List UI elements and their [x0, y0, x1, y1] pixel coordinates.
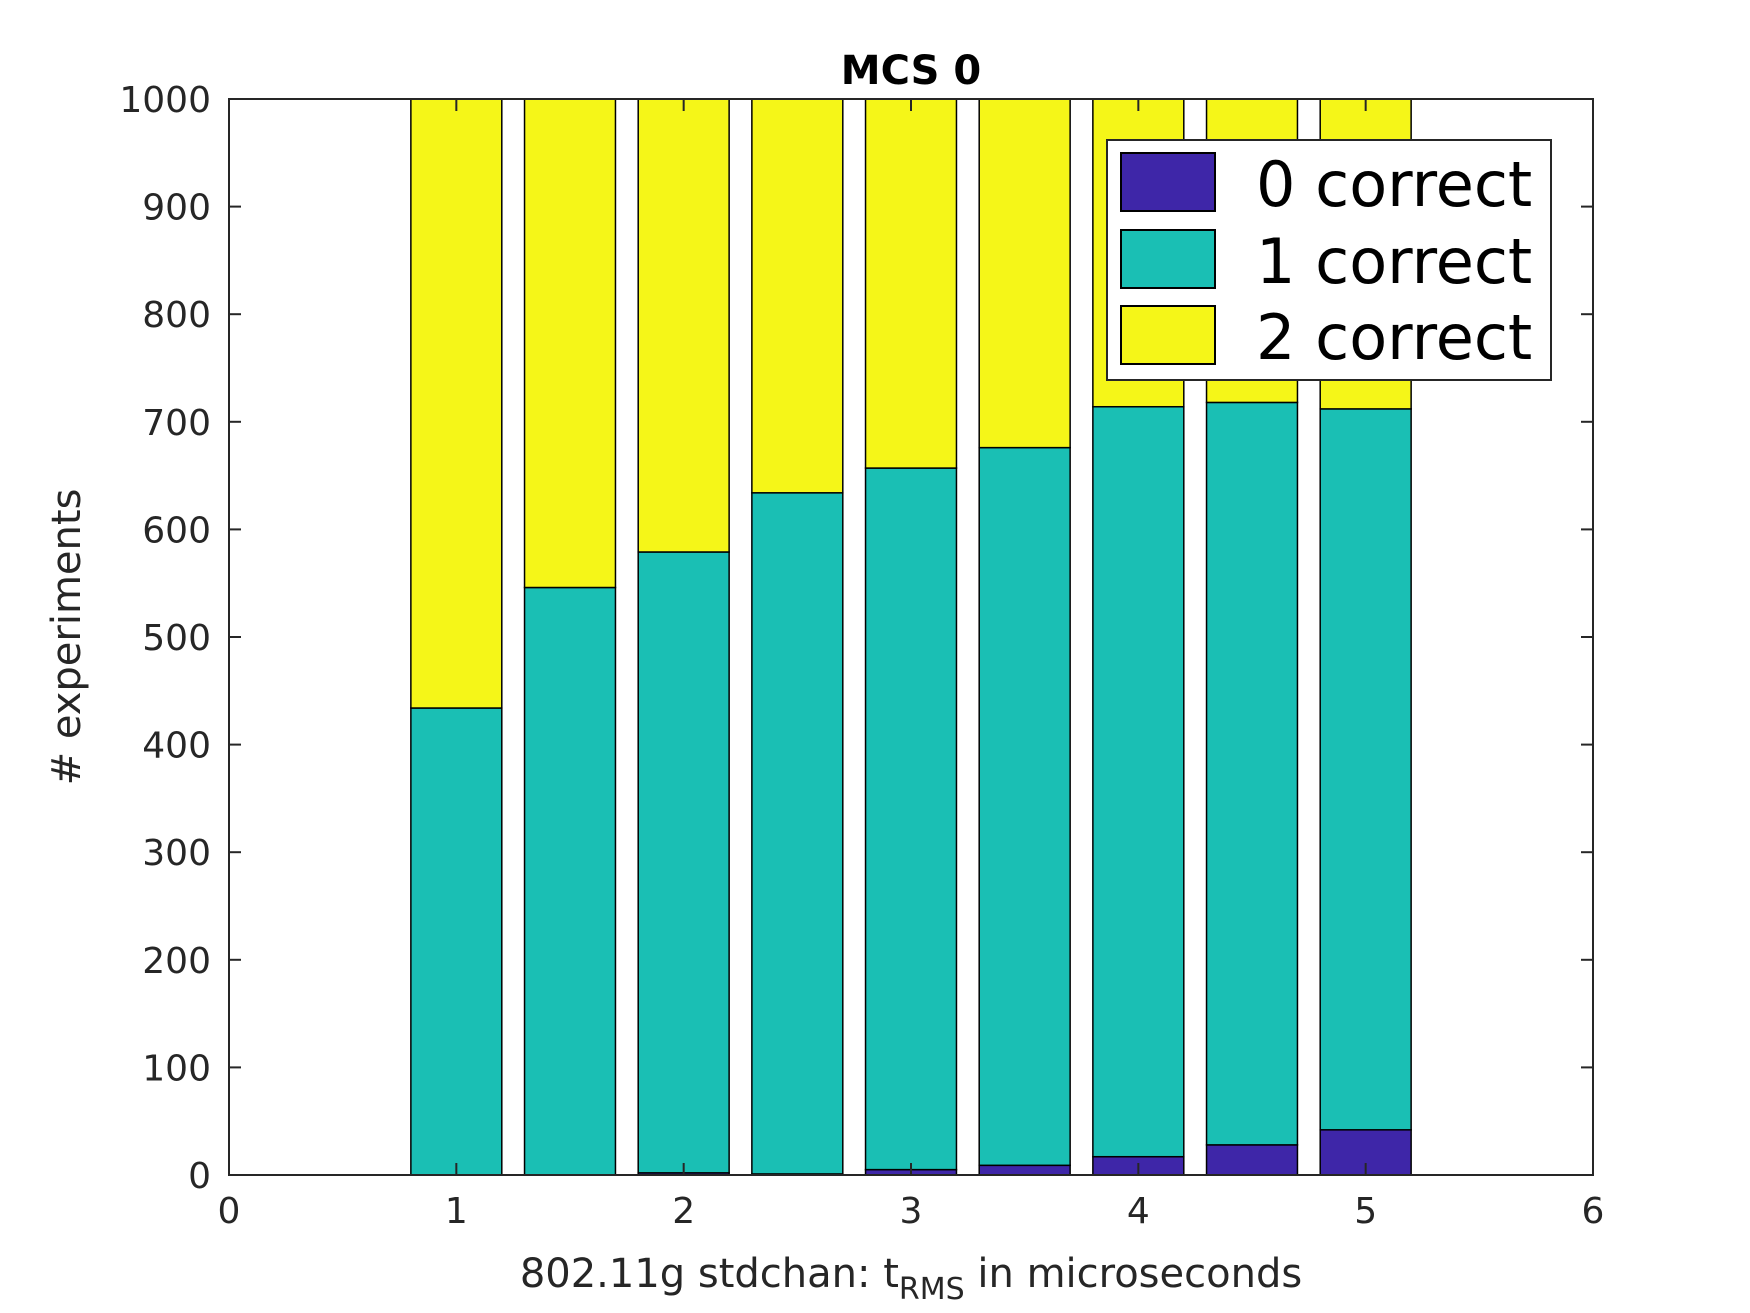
- bar-0-correct-x-3_5: [978, 1164, 1071, 1176]
- x-axis-label: 802.11g stdchan: tRMS in microseconds: [520, 1251, 1302, 1307]
- bar-2-correct-x-2_5: [751, 98, 844, 494]
- y-tick-label: 1000: [119, 80, 211, 121]
- x-tick-label: 1: [445, 1191, 468, 1232]
- y-tick-label: 900: [142, 188, 211, 229]
- bar-0-correct-x-4_5: [1205, 1144, 1299, 1176]
- chart-title: MCS 0: [841, 48, 981, 94]
- bar-1-correct-x-3_5: [978, 446, 1071, 1167]
- x-axis-label-subscript: RMS: [899, 1272, 965, 1307]
- bar-1-correct-x-4: [1092, 405, 1185, 1158]
- y-tick-label: 200: [142, 941, 211, 982]
- y-tick-label: 500: [142, 618, 211, 659]
- y-tick-label: 800: [142, 295, 211, 336]
- bar-2-correct-x-1_5: [523, 98, 617, 589]
- y-tick-label: 400: [142, 726, 211, 767]
- bar-1-correct-x-1: [410, 707, 503, 1176]
- bar-2-correct-x-3_5: [978, 98, 1071, 449]
- x-tick-labels: 0 1 2 3 4 5 6: [218, 1191, 1605, 1232]
- axes-box: [228, 98, 1594, 1176]
- y-tick-label: 700: [142, 403, 211, 444]
- x-tick-label: 0: [218, 1191, 241, 1232]
- legend-label-2-correct: 2 correct: [1256, 301, 1532, 374]
- bar-1-correct-x-4_5: [1205, 401, 1299, 1146]
- bar-2-correct-x-2: [637, 98, 730, 553]
- bar-1-correct-x-1_5: [523, 586, 617, 1176]
- x-tick-label: 6: [1582, 1191, 1605, 1232]
- legend-label-1-correct: 1 correct: [1256, 225, 1532, 298]
- x-tick-label: 5: [1354, 1191, 1377, 1232]
- bar-2-correct-x-1: [410, 98, 503, 709]
- y-tick-label: 100: [142, 1048, 211, 1089]
- legend-swatch-1-correct: [1120, 229, 1216, 289]
- x-tick-label: 4: [1127, 1191, 1150, 1232]
- y-tick-labels: 0 100 200 300 400 500 600 700 800 900 1000: [119, 80, 211, 1197]
- x-tick-label: 2: [672, 1191, 695, 1232]
- bar-2-correct-x-3: [864, 98, 958, 469]
- legend-swatch-2-correct: [1120, 305, 1216, 365]
- x-tick-label: 3: [900, 1191, 923, 1232]
- y-tick-label: 0: [188, 1156, 211, 1197]
- y-tick-label: 300: [142, 833, 211, 874]
- y-tick-label: 600: [142, 510, 211, 551]
- legend-swatch-0-correct: [1120, 152, 1216, 212]
- bar-1-correct-x-2_5: [751, 492, 844, 1175]
- bar-1-correct-x-5: [1319, 408, 1412, 1131]
- y-axis-label: # experiments: [44, 489, 90, 786]
- bar-1-correct-x-2: [637, 551, 730, 1174]
- bar-1-correct-x-3: [864, 467, 958, 1171]
- legend-label-0-correct: 0 correct: [1256, 148, 1532, 221]
- x-axis-label-main: 802.11g stdchan: t: [520, 1251, 899, 1297]
- legend: 0 correct 1 correct 2 correct: [1106, 139, 1552, 381]
- x-axis-label-tail: in microseconds: [965, 1251, 1303, 1297]
